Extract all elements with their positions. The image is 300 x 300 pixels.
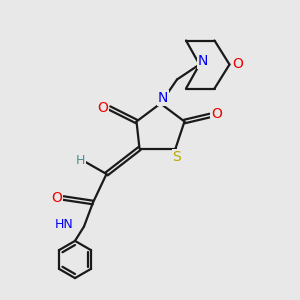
- Text: O: O: [211, 107, 222, 121]
- Text: O: O: [98, 101, 108, 115]
- Text: S: S: [172, 150, 182, 164]
- Text: H: H: [75, 154, 85, 167]
- Text: HN: HN: [55, 218, 74, 232]
- Text: O: O: [51, 191, 62, 205]
- Text: N: N: [198, 54, 208, 68]
- Text: N: N: [158, 91, 168, 105]
- Text: O: O: [232, 58, 243, 71]
